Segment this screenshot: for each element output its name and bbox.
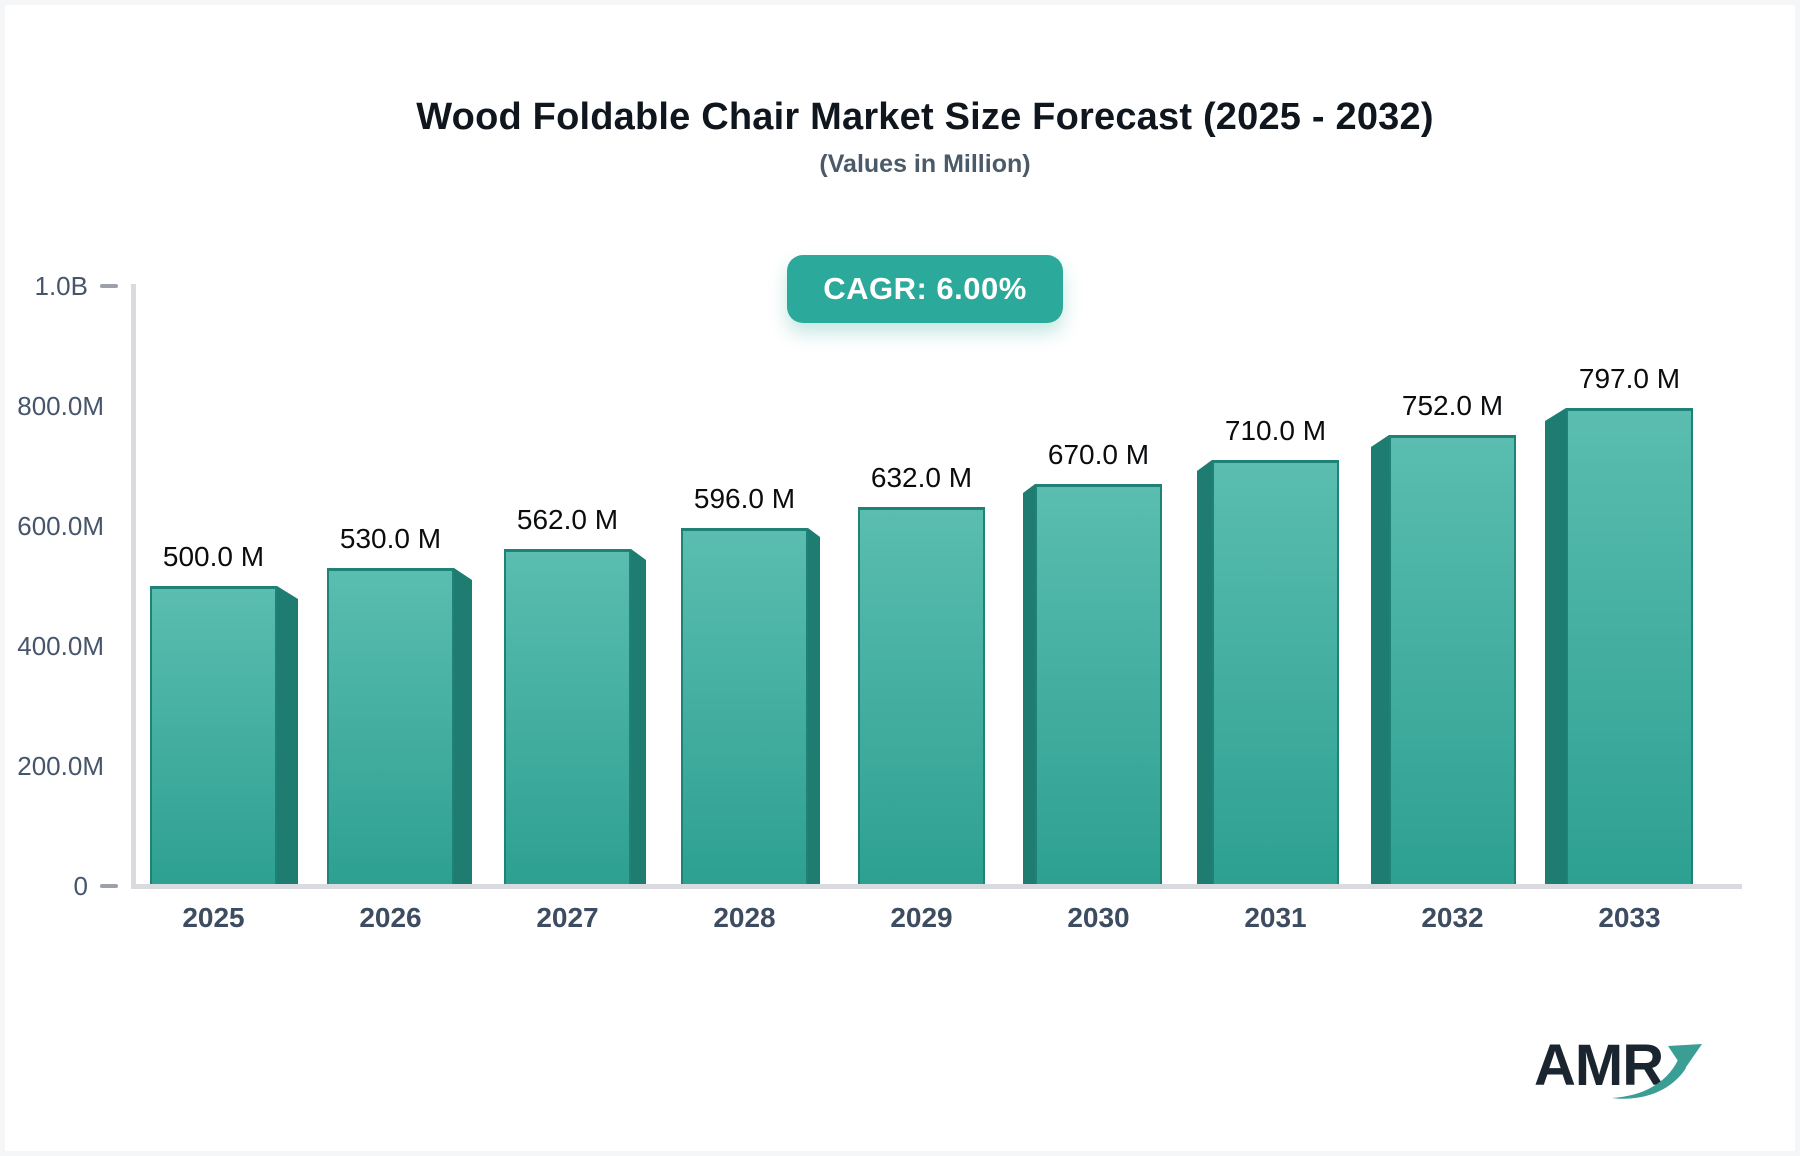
bar-value-label-2030: 670.0 M	[1047, 439, 1150, 470]
growth-arrow-icon	[1612, 1044, 1702, 1099]
x-axis-label-2031: 2031	[1244, 902, 1307, 933]
chart-subtitle: (Values in Million)	[819, 150, 1031, 178]
bar-value-label-2031: 710.0 M	[1224, 415, 1327, 446]
x-axis-label-2026: 2026	[359, 902, 422, 933]
bar-face-2027	[504, 549, 631, 888]
y-axis-label: 200.0M	[17, 751, 104, 781]
bar-face-2031	[1212, 460, 1339, 888]
bar-face-2032	[1389, 435, 1516, 888]
bar-face-2029	[858, 507, 985, 888]
x-axis-label-2030: 2030	[1067, 902, 1130, 933]
amr-logo: AMR	[1528, 1030, 1718, 1110]
chart-title: Wood Foldable Chair Market Size Forecast…	[416, 96, 1434, 138]
bar-face-2026	[327, 568, 454, 888]
bar-side-face-2027	[631, 549, 646, 888]
bar-value-label-2026: 530.0 M	[339, 523, 442, 554]
y-axis-label: 0	[73, 871, 88, 901]
y-axis-label: 400.0M	[17, 631, 104, 661]
bar-value-label-2027: 562.0 M	[516, 504, 619, 535]
x-axis-label-2033: 2033	[1598, 902, 1661, 933]
bar-value-label-2025: 500.0 M	[162, 541, 265, 572]
x-axis-label-2032: 2032	[1421, 902, 1484, 933]
bar-value-label-2033: 797.0 M	[1578, 363, 1681, 394]
x-axis-label-2027: 2027	[536, 902, 599, 933]
bar-value-label-2032: 752.0 M	[1401, 390, 1504, 421]
bar-side-face-2026	[454, 568, 472, 888]
y-axis-label: 800.0M	[17, 391, 104, 421]
x-axis-label-2028: 2028	[713, 902, 776, 933]
bar-face-2033	[1566, 408, 1693, 888]
y-axis-line	[131, 284, 136, 889]
bar-face-2025	[150, 586, 277, 888]
bar-side-face-2028	[808, 528, 820, 888]
x-axis-label-2029: 2029	[890, 902, 953, 933]
bar-face-2028	[681, 528, 808, 888]
x-axis-label-2025: 2025	[182, 902, 245, 933]
amr-logo-text: AMR	[1534, 1033, 1664, 1098]
bar-side-face-2030	[1023, 484, 1035, 888]
y-axis-tick	[100, 884, 118, 888]
bar-face-2030	[1035, 484, 1162, 888]
bar-side-face-2031	[1197, 460, 1212, 888]
cagr-badge-label: CAGR: 6.00%	[823, 271, 1027, 306]
bar-value-label-2029: 632.0 M	[870, 462, 973, 493]
bar-side-face-2025	[277, 586, 298, 888]
bar-value-label-2028: 596.0 M	[693, 483, 796, 514]
x-axis-line	[131, 884, 1742, 889]
bar-side-face-2033	[1545, 408, 1566, 888]
cagr-badge: CAGR: 6.00%	[787, 255, 1063, 323]
y-axis-label: 600.0M	[17, 511, 104, 541]
bar-side-face-2032	[1371, 435, 1389, 888]
y-axis-tick	[100, 284, 118, 288]
y-axis-label: 1.0B	[34, 271, 89, 301]
